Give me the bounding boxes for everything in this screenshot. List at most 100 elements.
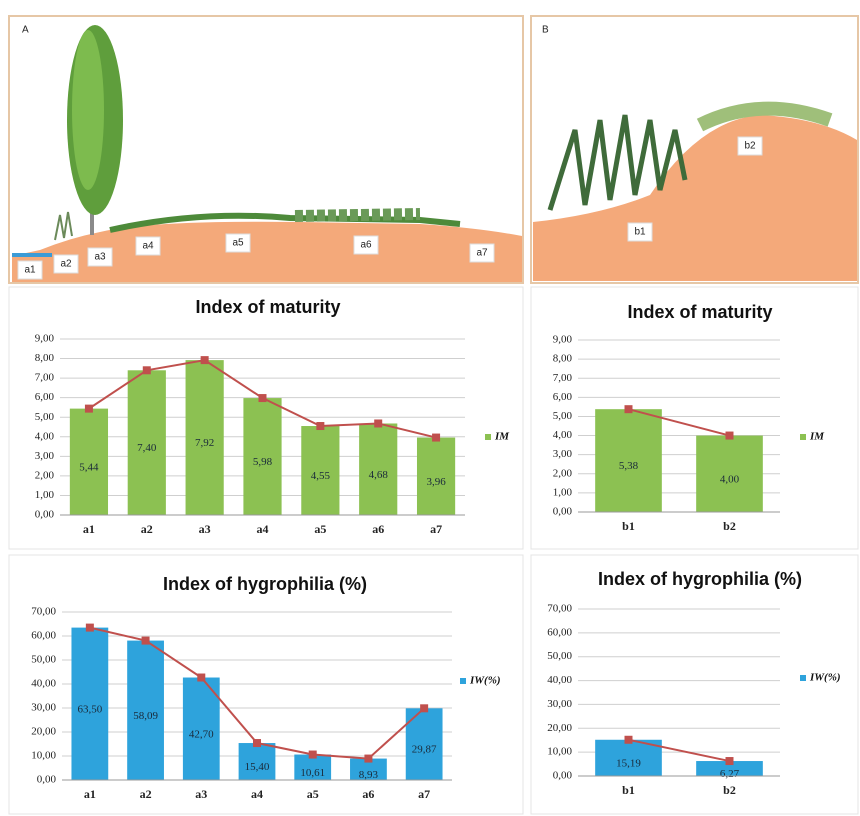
value-label: 29,87	[412, 744, 437, 756]
value-label: 5,38	[619, 460, 639, 472]
zone-label: a6	[360, 240, 372, 251]
value-label: 15,40	[245, 761, 270, 773]
value-label: 8,93	[359, 769, 379, 781]
x-tick-label: b1	[622, 783, 635, 797]
chart-title: Index of hygrophilia (%)	[598, 569, 802, 589]
y-tick-label: 50,00	[547, 650, 572, 662]
y-tick-label: 70,00	[547, 603, 572, 615]
y-tick-label: 30,00	[547, 698, 572, 710]
chart-title: Index of maturity	[195, 297, 340, 317]
value-label: 5,44	[79, 461, 99, 473]
trend-marker	[142, 366, 151, 375]
y-tick-label: 6,00	[553, 391, 573, 403]
trend-line	[628, 738, 730, 763]
panel-label: B	[542, 25, 549, 36]
zone-label: a5	[232, 238, 244, 249]
value-label: 6,27	[720, 768, 740, 780]
trend-marker	[624, 735, 633, 744]
y-tick-label: 8,00	[35, 352, 55, 364]
zone-label: a1	[24, 265, 36, 276]
legend-label: IW(%)	[809, 672, 841, 684]
legend-swatch	[460, 678, 466, 684]
bar	[243, 398, 282, 515]
tree	[72, 30, 104, 190]
value-label: 4,68	[369, 469, 389, 481]
bar	[185, 360, 224, 515]
chart-title: Index of maturity	[627, 302, 772, 322]
y-tick-label: 2,00	[35, 469, 55, 481]
trend-marker	[432, 433, 441, 442]
x-tick-label: b2	[723, 783, 736, 797]
grass	[54, 211, 73, 241]
x-tick-label: a1	[83, 522, 95, 536]
x-tick-label: a2	[141, 522, 153, 536]
y-tick-label: 9,00	[35, 333, 55, 345]
trend-marker	[200, 356, 209, 365]
value-label: 42,70	[189, 728, 214, 740]
trend-marker	[197, 673, 206, 682]
shrubs	[294, 208, 421, 222]
trend-marker	[85, 623, 94, 632]
trend-marker	[725, 431, 734, 440]
bar	[71, 627, 109, 780]
y-tick-label: 7,00	[553, 372, 573, 384]
zone-box	[135, 236, 161, 256]
trend-marker	[364, 754, 373, 763]
legend-swatch	[800, 675, 806, 681]
value-label: 4,55	[311, 470, 331, 482]
x-tick-label: a7	[418, 787, 430, 801]
y-tick-label: 60,00	[547, 626, 572, 638]
bar	[182, 677, 220, 780]
y-tick-label: 7,00	[35, 372, 55, 384]
y-tick-label: 9,00	[553, 334, 573, 346]
bar	[696, 761, 763, 776]
zone-box	[17, 260, 43, 280]
legend-label: IW(%)	[469, 675, 501, 687]
zone-label: b1	[634, 227, 646, 238]
y-tick-label: 2,00	[553, 467, 573, 479]
bar	[696, 435, 763, 512]
bar	[595, 739, 662, 776]
ground	[533, 115, 857, 281]
y-tick-label: 3,00	[35, 450, 55, 462]
x-tick-label: b1	[622, 519, 635, 533]
zone-box	[627, 222, 653, 242]
zone-label: a4	[142, 241, 154, 252]
trend-marker	[253, 739, 261, 748]
bar	[595, 409, 662, 512]
zone-box	[353, 235, 379, 255]
zone-label: b2	[744, 141, 756, 152]
chart-frame	[530, 286, 859, 550]
trend-marker	[624, 405, 633, 414]
zone-label: a7	[476, 248, 488, 259]
y-tick-label: 40,00	[31, 678, 56, 690]
x-tick-label: a4	[257, 522, 269, 536]
trend-marker	[258, 394, 267, 403]
trend-marker	[308, 750, 317, 759]
y-tick-label: 50,00	[31, 654, 56, 666]
y-tick-label: 40,00	[547, 674, 572, 686]
bar	[359, 423, 398, 515]
value-label: 4,00	[720, 473, 740, 485]
y-tick-label: 3,00	[553, 448, 573, 460]
y-tick-label: 5,00	[35, 411, 55, 423]
x-tick-label: a5	[314, 522, 326, 536]
x-tick-label: a5	[307, 787, 319, 801]
value-label: 5,98	[253, 456, 273, 468]
bar	[127, 640, 164, 780]
y-tick-label: 60,00	[31, 630, 56, 642]
value-label: 3,96	[426, 476, 446, 488]
y-tick-label: 30,00	[31, 702, 56, 714]
y-tick-label: 20,00	[31, 726, 56, 738]
x-tick-label: a6	[362, 787, 374, 801]
x-tick-label: a7	[430, 522, 442, 536]
trend-line	[628, 408, 730, 437]
y-tick-label: 1,00	[553, 486, 573, 498]
water	[12, 253, 52, 257]
trend-marker	[141, 636, 150, 645]
x-tick-label: a4	[251, 787, 263, 801]
zone-box	[469, 243, 495, 263]
x-tick-label: a2	[140, 787, 152, 801]
y-tick-label: 20,00	[547, 722, 572, 734]
